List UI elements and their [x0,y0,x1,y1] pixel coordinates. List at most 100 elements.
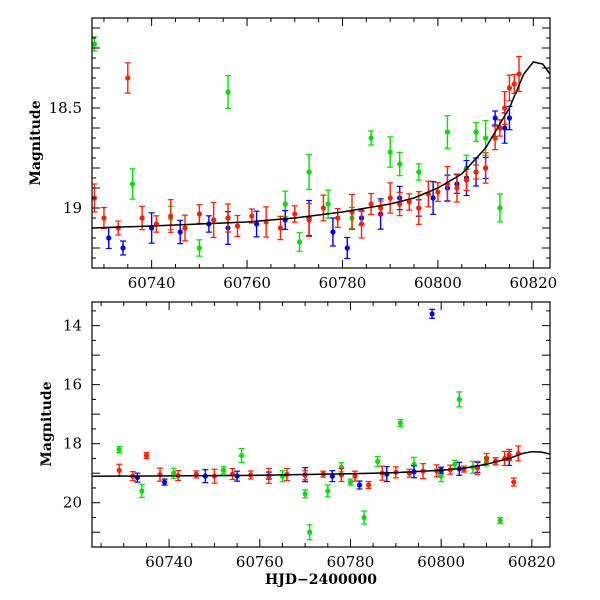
bottom-data-point [366,482,372,488]
top-data-point [253,221,260,227]
bottom-y-tick-label: 20 [63,494,82,512]
top-data-point [306,217,312,223]
bottom-axis-ticks: 60740 60760 60780 60800 60820 14 16 18 20 [63,302,556,571]
top-x-tick-label: 60780 [319,274,367,292]
bottom-data-point [302,491,308,497]
top-x-tick-label: 60820 [509,274,557,292]
top-data-point [211,217,217,223]
top-data-point [368,201,374,207]
bottom-data-point [116,467,122,473]
bottom-x-tick-label: 60760 [236,553,284,571]
bottom-data-point [161,479,168,485]
top-data-point [196,211,202,217]
top-data-point [296,239,303,245]
top-data-point [277,225,284,231]
top-data-point [506,115,513,121]
bottom-data-point [483,455,490,462]
bottom-data-point [239,452,245,459]
top-data-point [182,225,188,231]
top-data-point [330,229,336,235]
bottom-data-point [506,452,512,458]
top-data-point [225,89,231,95]
bottom-data-point [116,446,122,453]
top-data-point [125,75,131,81]
bottom-data-point [429,311,435,317]
top-data-point [473,129,479,135]
bottom-series-2 [116,445,522,490]
top-data-point [497,205,503,211]
top-data-point [435,189,441,195]
top-data-point [482,135,489,141]
top-data-point [358,221,365,227]
bottom-data-point [171,470,177,476]
top-data-point [225,215,231,221]
bottom-y-tick-label: 16 [63,376,82,394]
top-data-point [129,181,136,187]
bottom-data-point [511,479,517,485]
top-data-point [502,105,508,111]
bottom-plot-marks [92,308,550,541]
bottom-data-point [347,479,354,485]
top-panel: 60740 60760 60780 60800 60820 18.5 19 Magnitud… [28,17,557,292]
bottom-data-point [143,452,150,459]
top-data-point [177,229,183,235]
top-data-point [320,205,326,211]
bottom-data-point [352,473,358,479]
bottom-data-point [307,529,313,535]
top-data-point [416,169,422,175]
top-data-point [378,205,384,211]
bottom-model-curve [92,450,550,477]
top-data-point [463,177,470,183]
bottom-data-point [375,458,381,464]
top-data-point [511,81,517,87]
bottom-y-tick-label: 18 [63,435,82,453]
bottom-data-point [338,472,345,478]
top-data-point [306,169,312,175]
top-data-point [454,185,460,191]
top-data-point [196,245,202,251]
bottom-x-tick-label: 60780 [327,553,375,571]
bottom-panel: 60740 60760 60780 60800 60820 14 16 18 20 Magnit… [39,301,556,588]
bottom-x-tick-label: 60740 [145,553,193,571]
top-axis-ticks: 60740 60760 60780 60800 60820 18.5 19 [49,17,557,292]
top-x-tick-label: 60800 [414,274,462,292]
top-y-tick-label: 18.5 [49,99,82,117]
bottom-y-tick-label: 14 [63,317,82,335]
top-data-point [416,205,422,211]
top-data-point [139,215,145,221]
top-plot-marks [92,36,550,260]
bottom-data-point [456,396,462,403]
top-data-point [387,195,393,201]
top-data-point [325,201,331,207]
bottom-x-tick-label: 60800 [417,553,465,571]
top-data-point [101,215,107,221]
top-data-point [502,125,508,131]
top-data-point [387,149,393,155]
top-data-point [282,201,288,207]
top-data-point [115,225,121,231]
top-data-point [106,235,112,241]
top-data-point [368,135,374,141]
bottom-x-axis-label: HJD−2400000 [265,572,377,588]
top-data-point [120,245,126,251]
top-x-tick-label: 60760 [223,274,271,292]
top-data-point [168,213,174,219]
top-data-point [516,71,522,77]
top-series-2 [92,55,522,242]
top-plot-frame [91,17,551,269]
bottom-data-point [361,514,367,521]
top-data-point [492,135,498,141]
bottom-data-point [139,488,145,494]
bottom-data-point [452,461,458,467]
bottom-data-point [220,467,227,473]
bottom-data-point [438,473,444,479]
top-data-point [473,169,479,175]
top-data-point [249,213,255,219]
bottom-x-tick-label: 60820 [508,553,556,571]
top-data-point [92,41,97,47]
bottom-data-point [497,517,503,524]
top-data-point [234,223,241,229]
bottom-data-point [356,482,363,488]
